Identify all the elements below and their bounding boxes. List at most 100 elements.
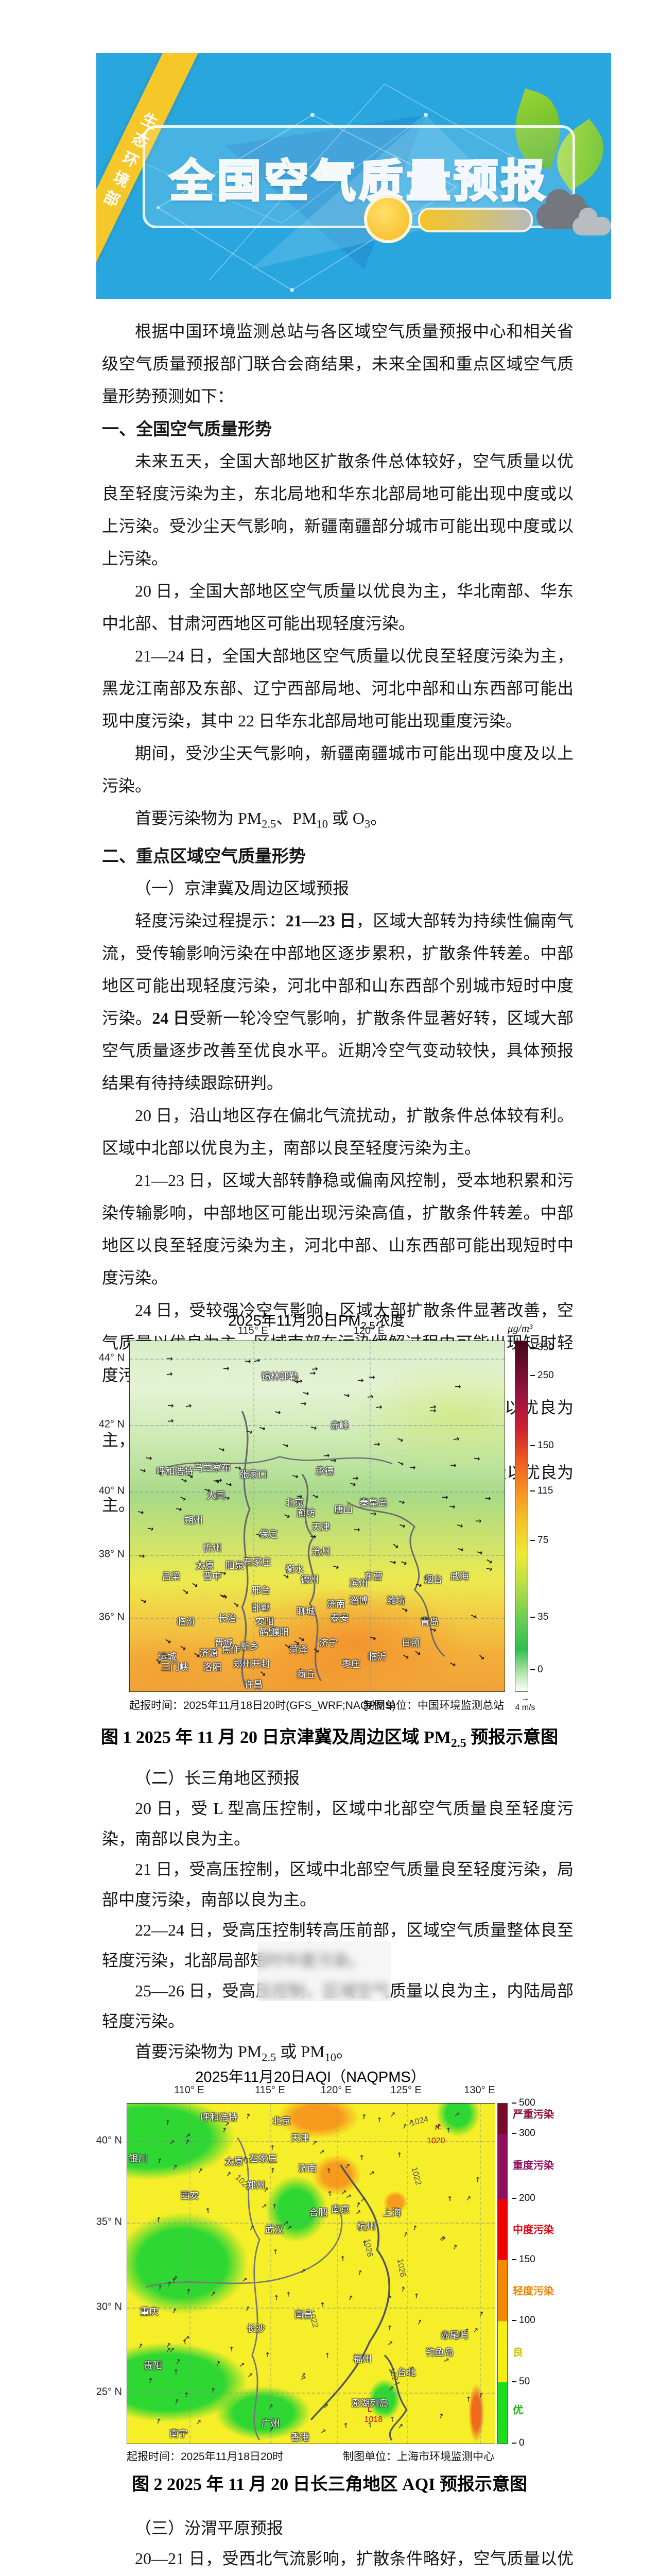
colorbar-tick: 500 [512, 2097, 535, 2109]
city-label: 廊坊 [297, 1508, 316, 1519]
isobar-label: 1028 [239, 2157, 258, 2166]
city-label: 上海 [383, 2208, 402, 2218]
city-label: 杭州 [357, 2221, 376, 2232]
city-label: 保定 [259, 1529, 278, 1539]
colorbar-tick: 200 [512, 2193, 535, 2204]
city-label: 许昌 [244, 1680, 263, 1690]
city-label: 安阳 [255, 1617, 274, 1627]
isobar-label: 1018 [364, 2415, 383, 2424]
city-label: 潍坊 [386, 1596, 405, 1606]
latitude-label: 40° N [98, 1485, 125, 1497]
colorbar-tick: 115 [530, 1485, 553, 1497]
map-title: 2025年11月20日PM2.5浓度 [228, 1313, 405, 1332]
city-label: 淄博 [349, 1596, 368, 1606]
aqi-category-label: 重度污染 [513, 2160, 554, 2172]
latitude-label: 30° N [96, 2301, 122, 2313]
latitude-label: 40° N [96, 2134, 122, 2146]
city-label: 秦皇岛 [359, 1497, 388, 1508]
longitude-axis: 110° E 115° E 120° E 125° E 130° E [127, 2084, 495, 2098]
paragraph: 20 日，沿山地区存在偏北气流扰动，扩散条件总体较有利。区域中北部以优良为主，南… [102, 1106, 574, 1158]
colorbar-tick: 350 [530, 1342, 554, 1353]
city-label: 澎湖列岛 [351, 2398, 389, 2409]
colorbar-unit: μg/m³ [508, 1322, 533, 1334]
colorbar-tick: 300 [512, 2128, 535, 2139]
paragraph: 首要污染物为 PM2.5、PM10 或 O3。 [135, 809, 387, 831]
paragraph: 20 日，受 L 型高压控制，区域中北部空气质量良至轻度污染，南部以良为主。 [102, 1799, 574, 1848]
city-label: 焦作 [221, 1645, 240, 1655]
longitude-gridline [369, 1341, 371, 1691]
city-label: 鹤壁 [259, 1627, 278, 1638]
latitude-gridline [127, 2393, 495, 2394]
city-label: 唐山 [334, 1504, 353, 1515]
colorbar [515, 1341, 528, 1692]
city-label: 三门峡 [161, 1662, 189, 1673]
latitude-gridline [130, 1554, 505, 1556]
city-label: 香港 [290, 2432, 309, 2443]
city-label: 吕梁 [162, 1571, 181, 1582]
aqi-category-label: 中度污染 [513, 2224, 554, 2236]
aqi-category-label: 良 [513, 2347, 523, 2359]
paragraph: 未来五天，全国大部地区扩散条件总体较好，空气质量以优良至轻度污染为主，东北局地和… [102, 452, 574, 568]
latitude-gridline [130, 1492, 505, 1493]
city-label: 日照 [402, 1637, 420, 1648]
text-section-fenwei: （三）汾渭平原预报 20—21 日，受西北气流影响，扩散条件略好，空气质量以优良为… [102, 2513, 574, 2576]
paragraph: 轻度污染过程提示：21—23 日，区域大部转为持续性偏南气流，受传输影响污染在中… [102, 911, 574, 1093]
map-canvas-jingjinji: → → → → → → → → → → → → → → → → → → → → → → → → → → → → → → → → → → → → → → → →… [129, 1341, 505, 1692]
city-label: 商丘 [297, 1669, 316, 1680]
colorbar-tick: 250 [530, 1370, 554, 1381]
colorbar-tick: 150 [530, 1440, 554, 1451]
longitude-label: 115° E [237, 1325, 268, 1336]
paragraph: 21 日，受高压控制，区域中北部空气质量良至轻度污染，局部中度污染，南部以良为主… [102, 1860, 574, 1909]
colorbar-tick: 0 [512, 2437, 525, 2449]
city-label: 濮阳 [270, 1627, 289, 1638]
longitude-label: 110° E [174, 2084, 204, 2096]
longitude-label: 125° E [390, 2084, 422, 2096]
city-label: 沧州 [311, 1547, 331, 1557]
city-label: 承德 [315, 1466, 334, 1477]
paragraph: 21—23 日，区域大部转静稳或偏南风控制，受本地积累和污染传输影响，中部地区可… [102, 1171, 574, 1287]
sun-icon [364, 195, 412, 243]
city-label: 郑州 [233, 1658, 252, 1669]
city-label: 烟台 [424, 1574, 443, 1585]
province-borders [145, 2137, 408, 2441]
longitude-axis: 115° E 120° E [129, 1325, 504, 1338]
city-label: 济南 [326, 1599, 345, 1609]
city-label: 新乡 [240, 1641, 259, 1652]
city-label: 北京 [285, 1497, 304, 1508]
latitude-label: 44° N [98, 1352, 125, 1364]
paragraph: 一、全国空气质量形势 [102, 419, 272, 438]
city-label: 赤尾屿 [440, 2330, 469, 2341]
latitude-label: 42° N [98, 1418, 125, 1430]
paragraph: 根据中国环境监测总站与各区域空气质量预报中心和相关省级空气质量预报部门联合会商结… [102, 322, 574, 405]
city-label: 长治 [218, 1613, 237, 1624]
city-label: 南京 [331, 2204, 350, 2215]
paragraph: 20—21 日，受西北气流影响，扩散条件略好，空气质量以优良为主，21 日东部局… [135, 2549, 574, 2568]
map-title: 2025年11月20日AQI（NAQPMS） [195, 2069, 426, 2086]
aqi-category-label: 严重污染 [513, 2109, 554, 2121]
cloud-icon [573, 208, 611, 235]
longitude-label: 120° E [320, 2084, 352, 2096]
city-label: 呼和浩特 [156, 1466, 194, 1477]
city-label: 南昌 [294, 2310, 313, 2320]
paragraph: （二）长三角地区预报 [135, 1769, 300, 1787]
longitude-label: 130° E [464, 2084, 495, 2096]
city-label: 临汾 [177, 1617, 196, 1627]
paragraph: 期间，受沙尘天气影响，新疆南疆城市可能出现中度及以上污染。 [102, 744, 574, 795]
colorbar-tick: 50 [512, 2376, 530, 2387]
issue-time: 起报时间：2025年11月18日20时 [127, 2451, 284, 2463]
city-label: 济宁 [319, 1637, 338, 1648]
latitude-gridline [130, 1425, 505, 1427]
aqi-category-label: 优 [513, 2404, 523, 2416]
city-label: 石家庄 [249, 2153, 278, 2164]
city-labels: 呼和浩特 北京 天津 银川 太原 石家庄 济南 郑州 西安 南京 合肥 上海 武汉 杭州 重庆 南昌 长沙 赤尾屿… [127, 2104, 495, 2444]
city-label: 临沂 [368, 1652, 387, 1662]
city-label: 济南 [298, 2163, 317, 2174]
latitude-label: 25° N [96, 2386, 122, 2398]
issue-time: 起报时间：2025年11月18日20时(GFS_WRF;NAQPMS) [129, 1700, 396, 1711]
city-label: 青岛 [420, 1617, 439, 1627]
longitude-label: 120° E [353, 1325, 385, 1336]
city-label: 开封 [251, 1658, 270, 1669]
paragraph: 首要污染物为 PM2.5 或 PM10。 [135, 2042, 353, 2064]
city-label: 重庆 [140, 2306, 159, 2317]
